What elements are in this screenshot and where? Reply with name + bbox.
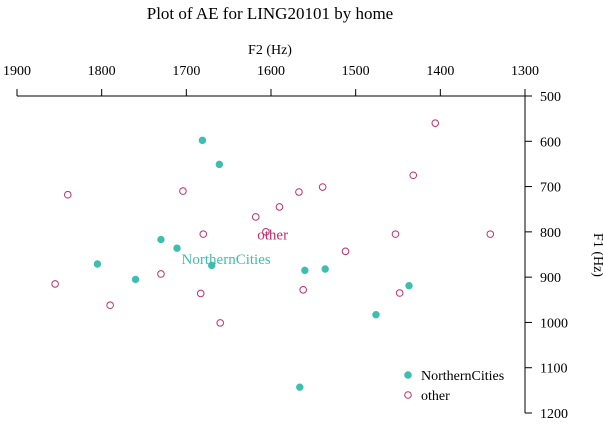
point-other [318, 183, 327, 191]
point-other [299, 286, 307, 294]
centroid-label-northerncities: NorthernCities [182, 252, 271, 268]
point-other [275, 203, 284, 211]
y-axis-label: F1 (Hz) [590, 233, 603, 277]
centroid-label-other: other [257, 228, 288, 244]
point-other [157, 270, 165, 278]
point-northerncities [173, 244, 181, 252]
point-other [251, 213, 260, 221]
chart-title: Plot of AE for LING20101 by home [147, 4, 393, 23]
y-tick-label: 600 [540, 135, 561, 150]
legend-label: NorthernCities [421, 369, 504, 384]
point-other [395, 289, 404, 297]
point-northerncities [208, 261, 216, 270]
y-axis: 500 600 700 800 900 1000 1100 1200 [524, 90, 568, 422]
point-northerncities [157, 235, 165, 244]
point-northerncities [198, 136, 207, 145]
y-tick-label: 700 [540, 181, 561, 196]
legend: NorthernCities other [404, 369, 504, 404]
data-points [51, 119, 495, 391]
y-tick-label: 1000 [540, 316, 568, 331]
point-other [51, 280, 59, 288]
x-tick-label: 1400 [426, 64, 454, 79]
point-northerncities [321, 265, 329, 273]
x-tick-label: 1800 [88, 64, 116, 79]
x-tick-label: 1700 [172, 64, 200, 79]
point-other [179, 187, 187, 195]
point-northerncities [301, 266, 309, 275]
point-other [431, 119, 440, 127]
point-other [295, 188, 303, 196]
y-tick-label: 500 [540, 90, 561, 105]
y-tick-label: 1100 [540, 362, 567, 377]
x-tick-label: 1500 [342, 64, 370, 79]
point-northerncities [131, 275, 140, 284]
legend-marker [404, 391, 412, 399]
point-other [216, 319, 224, 327]
point-other [196, 289, 205, 298]
centroid-labels: NorthernCities other [182, 228, 289, 268]
point-northerncities [405, 282, 413, 290]
point-other [341, 247, 350, 256]
legend-marker [404, 371, 412, 379]
point-other [64, 190, 72, 199]
x-tick-label: 1600 [257, 64, 285, 79]
point-other [391, 230, 400, 238]
point-other [262, 228, 270, 236]
point-other [409, 171, 418, 180]
legend-label: other [421, 389, 450, 404]
x-axis: 1900 1800 1700 1600 1500 1400 1300 [3, 64, 539, 97]
point-northerncities [215, 160, 224, 169]
point-other [106, 301, 114, 310]
y-tick-label: 900 [540, 271, 561, 286]
x-tick-label: 1900 [3, 64, 31, 79]
point-other [199, 230, 208, 238]
y-tick-label: 800 [540, 226, 561, 241]
point-northerncities [296, 383, 304, 391]
point-other [486, 230, 495, 238]
x-tick-label: 1300 [511, 64, 539, 79]
point-northerncities [93, 260, 102, 268]
x-axis-label: F2 (Hz) [248, 43, 292, 58]
point-northerncities [372, 311, 380, 319]
y-tick-label: 1200 [540, 407, 568, 422]
